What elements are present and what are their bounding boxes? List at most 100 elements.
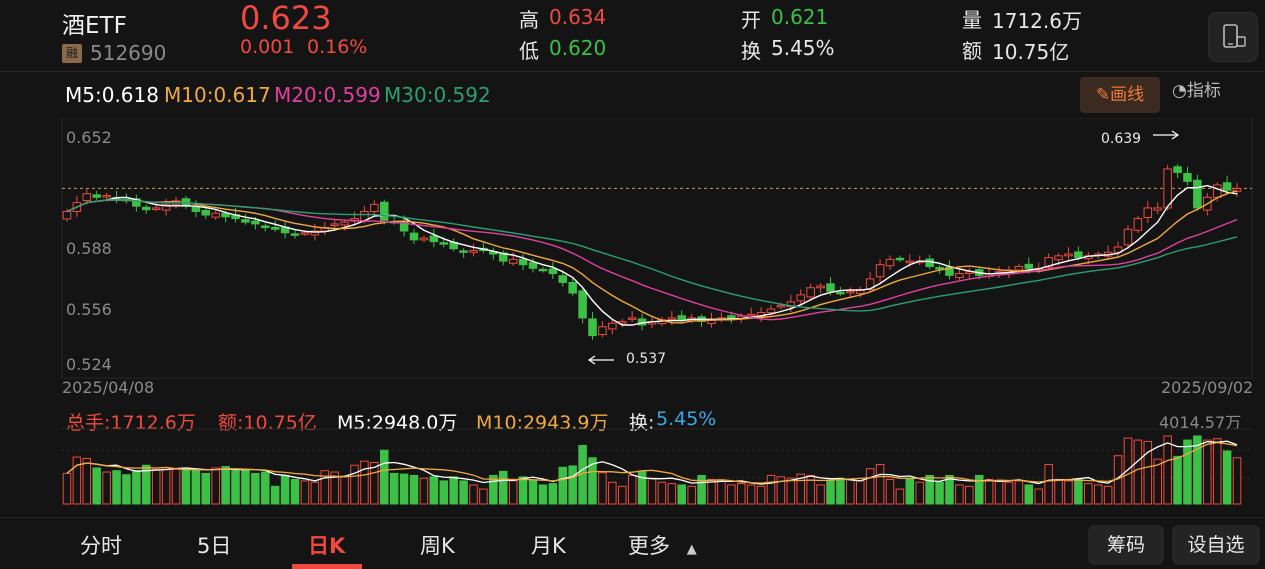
volume-bar [548,483,558,505]
volume-bar [657,481,667,505]
candle-body [469,250,478,253]
candle-body [677,315,687,321]
volume-bar [1163,435,1172,505]
add-watchlist-button[interactable]: 设自选 [1172,525,1260,565]
volume-bar [300,480,310,505]
low-label: 低 [519,39,539,63]
volume-bar [1232,457,1242,505]
volume-bar [231,470,240,505]
volume-max-label: 4014.57万 [1159,413,1242,432]
volume-bar [677,484,687,505]
tab-weekly-k[interactable]: 周K [420,534,455,558]
candle-body [1014,265,1024,271]
volume-bar [122,474,131,505]
candle-body [310,230,320,236]
volume-bar [717,480,726,505]
volume-bar [816,484,825,505]
candle-body [1193,179,1202,209]
volume-bar [776,476,786,505]
volume-bar [261,471,270,505]
volume-bar [280,474,290,505]
candle-body [251,220,260,225]
candle-body [261,225,270,229]
caret-up-icon: ▲ [686,542,697,557]
landscape-toggle-button[interactable] [1208,12,1258,62]
high-value: 0.634 [549,5,607,29]
volume-bar [786,477,796,505]
candle-body [370,203,379,212]
tab-intraday[interactable]: 分时 [80,534,122,558]
volume-bar [707,479,716,505]
indicator-button[interactable]: ◔指标 [1172,78,1221,104]
volume-bar [142,464,151,505]
turnover-value: 5.45% [771,36,835,60]
candle-body [409,232,419,241]
draw-line-button[interactable]: ✎画线 [1080,77,1160,113]
volume-bar [905,477,915,505]
volume-bar [1153,458,1162,505]
y-tick-3: 0.524 [66,355,112,374]
candle-body [241,219,250,223]
volume-bar [965,485,974,505]
volume-bar [469,484,478,505]
candle-body [1133,218,1143,231]
volume-bar [598,472,607,505]
high-marker-label: 0.639 [1101,131,1142,147]
etf-code: 512690 [90,41,167,65]
volume-bar [955,484,964,505]
tab-daily-k[interactable]: 日K [308,534,346,558]
volume-chart[interactable] [0,428,1265,518]
volume-bar [608,481,617,505]
tab-more[interactable]: 更多 ▲ [628,530,697,560]
candle-body [201,209,211,216]
candle-body [300,232,310,235]
ma30-line [66,199,1238,312]
volume-bar [1123,437,1133,505]
candlestick-chart[interactable] [0,118,1265,408]
high-marker-arrowhead [1171,130,1180,140]
volume-bar [1014,480,1024,505]
volume-bar [449,476,458,505]
volume-bar [836,477,845,505]
volume-bar [875,464,885,505]
volume-bar [1173,455,1182,505]
candle-body [518,258,528,266]
volume-bar [380,449,389,505]
volume-bar [201,472,211,505]
volume-bar [439,480,449,505]
candle-body [330,223,339,226]
y-tick-0: 0.652 [66,128,112,147]
tab-5day[interactable]: 5日 [197,534,232,558]
candle-body [1143,207,1153,219]
tab-monthly-k[interactable]: 月K [531,534,566,558]
candle-body [1064,253,1073,257]
volume-bar [697,474,706,505]
more-label: 更多 [628,534,670,558]
ma10-value: M10:0.617 [164,83,271,107]
volume-bar [92,467,101,505]
candle-body [161,203,171,211]
volume-bar [766,474,776,505]
candle-body [1123,228,1133,246]
volume-bar [340,475,349,505]
candle-body [816,285,825,289]
volume-bar [62,472,72,505]
candle-body [508,258,518,264]
candle-body [875,264,885,278]
chips-button[interactable]: 筹码 [1088,525,1164,565]
volume-bar [617,485,627,505]
amount-label: 额 [962,39,982,63]
volume-bar [865,468,875,505]
volume-bar [1133,439,1143,505]
volume-bar [1054,479,1063,505]
volume-bar [1044,464,1053,505]
candle-body [419,237,429,241]
volume-bar [627,474,637,505]
ma30-value: M30:0.592 [384,83,491,107]
candle-body [1222,182,1232,191]
volume-bar [588,457,597,505]
candle-body [766,308,776,314]
volume-bar [518,476,528,505]
margin-badge: 融 [62,44,82,63]
candle-body [1024,263,1034,269]
